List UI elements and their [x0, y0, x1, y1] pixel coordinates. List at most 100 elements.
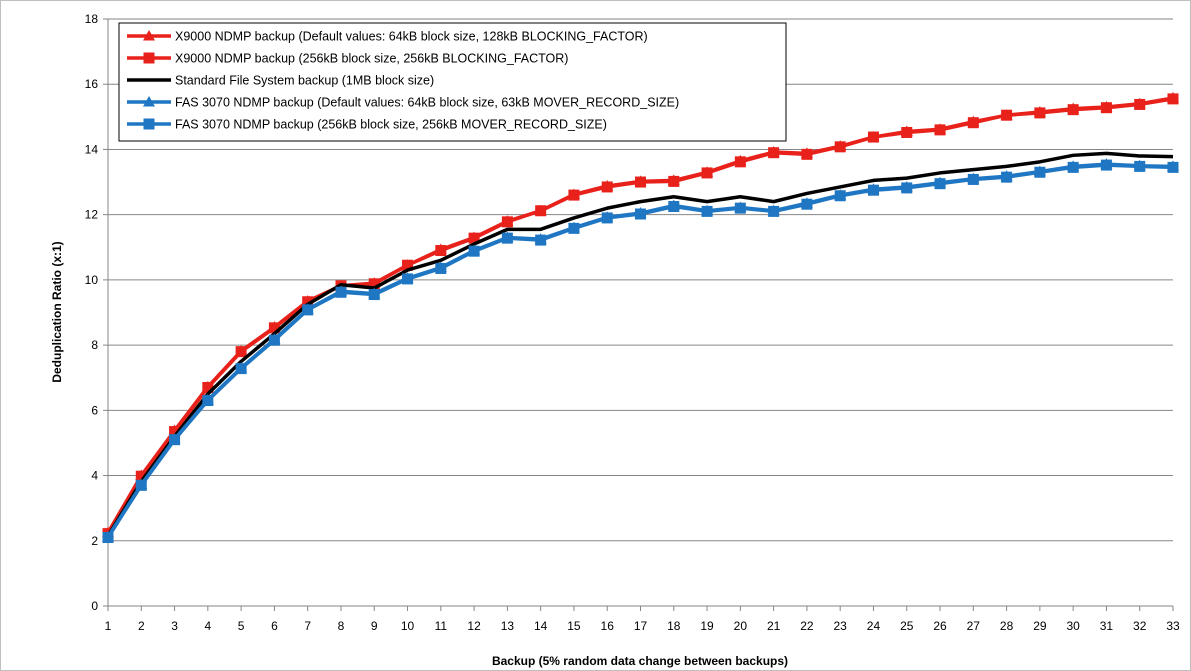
data-point: [268, 322, 280, 334]
legend-swatch-marker: [143, 30, 155, 41]
data-point: [302, 296, 314, 308]
x-axis-title: Backup (5% random data change between ba…: [492, 654, 788, 668]
data-point: [1067, 104, 1079, 116]
data-point: [867, 184, 879, 196]
data-point: [934, 124, 946, 136]
x-tick-label: 9: [371, 619, 378, 633]
data-point: [535, 205, 547, 217]
y-tick-label: 6: [91, 403, 98, 417]
x-tick-label: 30: [1066, 619, 1080, 633]
data-point: [1100, 159, 1112, 171]
series-lines: [102, 91, 1179, 544]
data-point: [867, 131, 879, 143]
data-point: [202, 395, 214, 407]
x-tick-label: 24: [867, 619, 881, 633]
x-tick-label: 15: [567, 619, 581, 633]
data-point: [1001, 171, 1013, 183]
x-tick-label: 17: [634, 619, 648, 633]
x-tick-label: 14: [534, 619, 548, 633]
x-tick-label: 29: [1033, 619, 1047, 633]
x-tick-label: 1: [105, 619, 112, 633]
data-point: [601, 181, 613, 193]
data-point: [1134, 160, 1146, 172]
data-point: [668, 201, 680, 213]
data-point: [1100, 102, 1112, 114]
x-tick-label: 28: [1000, 619, 1014, 633]
x-tick-label: 32: [1133, 619, 1147, 633]
x-tick-label: 16: [601, 619, 615, 633]
legend-item: Standard File System backup (1MB block s…: [127, 74, 434, 88]
legend-swatch-marker: [143, 52, 155, 64]
x-tick-label: 2: [138, 619, 145, 633]
data-point: [135, 479, 147, 491]
legend-swatch-marker: [143, 96, 155, 107]
data-point: [169, 434, 181, 446]
data-point: [368, 289, 380, 301]
data-point: [135, 470, 147, 482]
series-line: [106, 163, 1174, 539]
y-tick-label: 16: [85, 77, 99, 91]
data-point: [967, 173, 979, 185]
x-tick-label: 6: [271, 619, 278, 633]
data-point: [834, 190, 846, 202]
data-point: [1034, 166, 1046, 178]
x-tick-label: 31: [1100, 619, 1114, 633]
data-point: [901, 126, 913, 138]
data-point: [501, 216, 513, 228]
data-point: [268, 334, 280, 346]
data-point: [202, 382, 214, 394]
legend-label: X9000 NDMP backup (256kB block size, 256…: [175, 52, 568, 66]
x-tick-label: 5: [238, 619, 245, 633]
x-tick-label: 26: [933, 619, 947, 633]
data-point: [701, 167, 713, 179]
x-tick-label: 4: [205, 619, 212, 633]
x-tick-label: 22: [800, 619, 814, 633]
data-point: [801, 148, 813, 160]
series-line: [106, 151, 1174, 537]
data-point: [1167, 93, 1179, 105]
legend-swatch-marker: [143, 118, 155, 130]
x-tick-label: 8: [338, 619, 345, 633]
data-point: [468, 232, 480, 244]
data-point: [1067, 161, 1079, 173]
data-point: [635, 176, 646, 188]
data-point: [368, 278, 380, 290]
legend-item: FAS 3070 NDMP backup (256kB block size, …: [127, 118, 607, 132]
legend-label: Standard File System backup (1MB block s…: [175, 74, 434, 88]
y-tick-label: 18: [85, 12, 99, 26]
data-point: [668, 175, 680, 187]
data-point: [1134, 98, 1146, 110]
x-tick-label: 18: [667, 619, 681, 633]
data-point: [235, 346, 247, 358]
x-tick-label: 33: [1166, 619, 1180, 633]
legend: X9000 NDMP backup (Default values: 64kB …: [118, 22, 787, 142]
y-tick-label: 14: [85, 142, 99, 156]
data-point: [834, 141, 846, 153]
legend-label: FAS 3070 NDMP backup (Default values: 64…: [175, 96, 679, 110]
data-point: [734, 202, 746, 214]
data-point: [768, 147, 780, 159]
data-point: [734, 156, 746, 168]
data-point: [1034, 107, 1046, 119]
x-tick-label: 10: [401, 619, 415, 633]
data-point: [901, 182, 913, 194]
data-point: [801, 198, 813, 210]
data-point: [435, 245, 447, 257]
data-point: [335, 286, 347, 298]
data-point: [535, 234, 547, 246]
legend-item: X9000 NDMP backup (Default values: 64kB …: [127, 30, 648, 44]
series-3: [106, 151, 1174, 537]
data-point: [468, 245, 480, 257]
data-point: [568, 222, 580, 234]
y-tick-label: 12: [85, 208, 99, 222]
series-2: [102, 93, 1179, 540]
data-point: [235, 363, 247, 375]
legend-box: [118, 22, 787, 142]
data-point: [635, 208, 646, 220]
data-point: [768, 205, 780, 217]
x-tick-label: 12: [467, 619, 481, 633]
x-tick-label: 25: [900, 619, 914, 633]
legend-item: X9000 NDMP backup (256kB block size, 256…: [127, 52, 568, 66]
legend-label: X9000 NDMP backup (Default values: 64kB …: [175, 30, 648, 44]
